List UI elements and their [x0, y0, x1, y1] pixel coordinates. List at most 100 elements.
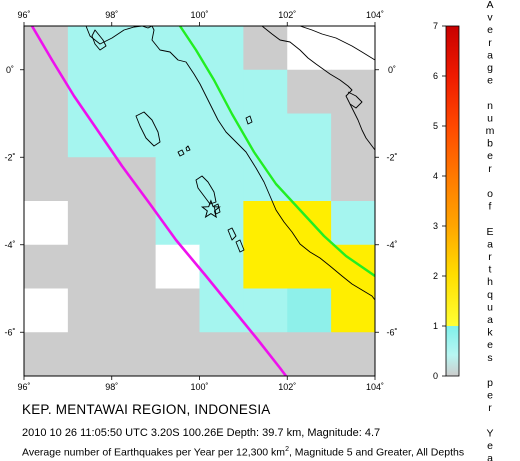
lat-tick-label: 0˚ — [6, 65, 14, 75]
grid-cell — [331, 69, 375, 114]
grid-cell — [67, 244, 113, 289]
grid-cell — [287, 26, 332, 71]
grid-cell — [67, 201, 113, 246]
lon-tick-label-top: 96˚ — [17, 10, 30, 20]
colorbar-tick-label: 4 — [433, 171, 438, 181]
grid-cell — [331, 332, 375, 376]
grid-cell — [243, 288, 288, 333]
grid-cell — [155, 157, 200, 202]
grid-cell — [199, 69, 244, 114]
small-island-north — [245, 115, 253, 125]
colorbar-tick-label: 5 — [433, 121, 438, 131]
grid-cell — [111, 288, 157, 333]
malaysia-coast — [299, 26, 375, 61]
grid-cell — [287, 113, 332, 158]
grid-cell — [67, 288, 113, 333]
siberut-island — [195, 175, 217, 205]
grid-cell — [111, 157, 157, 202]
lon-tick-label: 98˚ — [105, 382, 118, 392]
colorbar-tick-label: 3 — [433, 221, 438, 231]
subduction-trench-line — [30, 26, 288, 376]
grid-cell — [199, 26, 244, 71]
lat-tick-label-right: -4˚ — [387, 240, 398, 250]
grid-cell — [331, 113, 375, 158]
epicenter-star — [200, 199, 221, 219]
grid-cell — [331, 288, 375, 333]
colorbar-tick-label: 2 — [433, 271, 438, 281]
grid-cell — [155, 332, 200, 376]
grid-cell — [24, 244, 69, 289]
grid-cell — [111, 69, 157, 114]
batu-islands — [177, 145, 191, 157]
pagai-islands — [227, 227, 245, 253]
grid-cell — [331, 244, 375, 289]
lon-tick-label: 102˚ — [278, 382, 296, 392]
sipora-island — [213, 203, 221, 215]
lon-tick-label: 104˚ — [366, 382, 384, 392]
grid-cell — [287, 288, 332, 333]
grid-cell — [155, 288, 200, 333]
grid-cell — [287, 69, 332, 114]
desc-prefix: Average number of Earthquakes per Year p… — [22, 446, 286, 459]
grid-cell — [24, 113, 69, 158]
grid-cell — [24, 332, 69, 376]
lon-tick-label: 96˚ — [17, 382, 30, 392]
sumatran-fault-line — [179, 26, 375, 277]
grid-cell — [155, 69, 200, 114]
event-info: 2010 10 26 11:05:50 UTC 3.20S 100.26E De… — [22, 427, 381, 439]
grid-cell — [111, 201, 157, 246]
lat-tick-label: -6˚ — [5, 327, 16, 337]
grid-cell — [111, 26, 157, 71]
map-axes: 96˚ 96˚ 98˚ 98˚ 100˚ 100˚ 102˚ 102˚ 104˚ 104˚ 0˚ 0˚… — [5, 10, 398, 392]
grid-cell — [199, 113, 244, 158]
grid-cell — [111, 244, 157, 289]
region-title: KEP. MENTAWAI REGION, INDONESIA — [22, 402, 271, 417]
grid-cell — [111, 332, 157, 376]
grid-cell — [243, 69, 288, 114]
colorbar-ticks: 0 1 2 3 4 5 6 7 — [433, 21, 446, 381]
lat-tick-label-right: 0˚ — [388, 65, 396, 75]
grid-cell — [67, 332, 113, 376]
peninsula-inlet — [347, 91, 363, 109]
grid-cell — [243, 201, 288, 246]
grid-cell — [331, 201, 375, 246]
lon-tick-label-top: 98˚ — [105, 10, 118, 20]
grid-cell — [243, 113, 288, 158]
grid-cell — [111, 113, 157, 158]
grid-cell — [155, 244, 200, 289]
lat-tick-label-right: -2˚ — [387, 152, 398, 162]
rate-description: Average number of Earthquakes per Year p… — [22, 446, 464, 459]
grid-cell — [331, 26, 375, 71]
colorbar-gradient — [445, 25, 460, 377]
colorbar-tick-label: 0 — [433, 371, 438, 381]
lat-tick-label-right: -6˚ — [387, 327, 398, 337]
grid-cell — [243, 244, 288, 289]
lon-tick-label-top: 100˚ — [190, 10, 208, 20]
grid-cell — [67, 157, 113, 202]
grid-cell — [24, 201, 69, 246]
grid-cell — [287, 157, 332, 202]
grid-cell — [287, 201, 332, 246]
simeulue-island — [91, 29, 107, 51]
grid-cell — [199, 244, 244, 289]
nias-island — [135, 111, 161, 147]
grid-cell — [67, 26, 113, 71]
grid-cell — [67, 69, 113, 114]
grid-cell — [24, 157, 69, 202]
colorbar-tick-label: 6 — [433, 71, 438, 81]
grid-cell — [155, 113, 200, 158]
lat-tick-label: -4˚ — [5, 240, 16, 250]
grid-cell — [199, 201, 244, 246]
desc-suffix: , Magnitude 5 and Greater, All Depths — [288, 446, 465, 459]
grid-cell — [243, 157, 288, 202]
lon-tick-label: 100˚ — [190, 382, 208, 392]
colorbar-tick-label: 7 — [433, 21, 438, 31]
lon-tick-label-top: 104˚ — [366, 10, 384, 20]
rate-grid-cells — [24, 26, 375, 376]
desc-superscript: 2 — [285, 446, 289, 453]
epicenter-star-shape — [200, 199, 221, 219]
lon-tick-label-top: 102˚ — [278, 10, 296, 20]
